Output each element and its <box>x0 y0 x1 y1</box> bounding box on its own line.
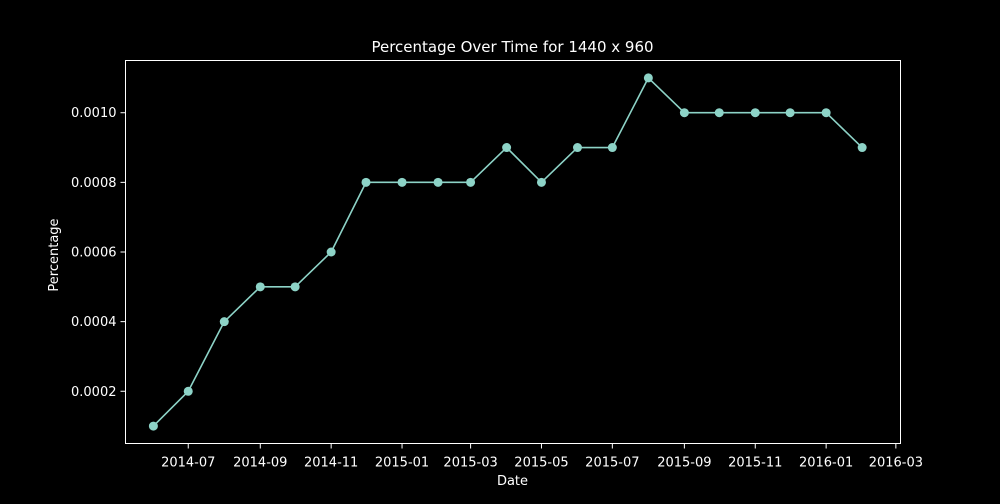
series-line <box>152 77 863 427</box>
data-point <box>536 177 546 187</box>
data-point <box>183 386 193 396</box>
data-point <box>785 108 795 118</box>
data-point <box>821 108 831 118</box>
data-point <box>750 108 760 118</box>
x-tick-label: 2015-11 <box>728 456 782 471</box>
x-tick-label: 2016-01 <box>799 456 853 471</box>
y-axis-label: Percentage <box>47 218 62 291</box>
data-point <box>714 108 724 118</box>
x-tick-label: 2014-11 <box>304 456 358 471</box>
y-tick-label: 0.0006 <box>71 246 117 261</box>
data-point <box>255 282 265 292</box>
data-point <box>148 421 158 431</box>
x-tick-label: 2015-01 <box>375 456 429 471</box>
data-point <box>219 317 229 327</box>
data-point <box>643 73 653 83</box>
x-tick-label: 2015-09 <box>657 456 711 471</box>
data-point <box>502 143 512 153</box>
data-point <box>433 177 443 187</box>
data-point <box>679 108 689 118</box>
data-point <box>361 177 371 187</box>
x-tick-label: 2015-05 <box>514 456 568 471</box>
data-point <box>290 282 300 292</box>
x-tick-label: 2015-03 <box>443 456 497 471</box>
y-tick-label: 0.0004 <box>71 315 117 330</box>
y-tick-label: 0.0002 <box>71 385 117 400</box>
x-axis-ticks: 2014-07 2014-09 2014-11 2015-01 2015-03 2015-… <box>161 443 923 471</box>
data-point <box>572 143 582 153</box>
data-point <box>857 143 867 153</box>
x-axis-label: Date <box>497 474 528 489</box>
x-tick-label: 2015-07 <box>585 456 639 471</box>
plot-area-frame <box>125 60 901 444</box>
y-tick-label: 0.0010 <box>71 106 117 121</box>
y-axis-ticks: 0.0002 0.0004 0.0006 0.0008 0.0010 <box>71 106 126 400</box>
x-tick-label: 2016-03 <box>869 456 923 471</box>
data-point <box>607 143 617 153</box>
series-percentage <box>148 73 867 431</box>
y-tick-label: 0.0008 <box>71 176 117 191</box>
data-point <box>466 177 476 187</box>
data-point <box>326 247 336 257</box>
data-point <box>397 177 407 187</box>
x-tick-label: 2014-09 <box>233 456 287 471</box>
chart-title: Percentage Over Time for 1440 x 960 <box>371 38 653 56</box>
x-tick-label: 2014-07 <box>161 456 215 471</box>
